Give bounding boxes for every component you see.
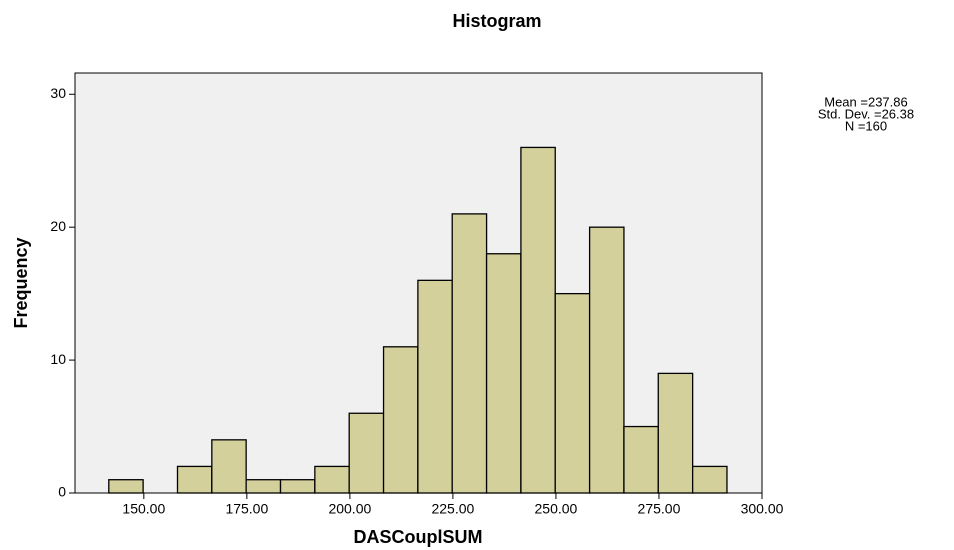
bar bbox=[657, 372, 694, 494]
x-axis-label: DASCouplSUM bbox=[354, 527, 483, 547]
bar bbox=[245, 479, 282, 494]
bar bbox=[588, 226, 625, 494]
x-tick-label: 175.00 bbox=[225, 501, 268, 517]
x-tick-label: 300.00 bbox=[741, 501, 784, 517]
x-tick-label: 225.00 bbox=[431, 501, 474, 517]
bar bbox=[520, 146, 556, 494]
bar bbox=[485, 253, 522, 494]
y-tick-label: 0 bbox=[58, 484, 66, 500]
y-tick-label: 30 bbox=[50, 85, 66, 101]
bar bbox=[417, 279, 453, 494]
stat-text: N =160 bbox=[845, 118, 887, 133]
y-tick-label: 20 bbox=[50, 218, 66, 234]
bar bbox=[382, 346, 419, 494]
y-tick-label: 10 bbox=[50, 351, 66, 367]
bar bbox=[279, 479, 316, 494]
bar bbox=[108, 479, 144, 494]
bar bbox=[623, 425, 659, 494]
stat-text: Std. Dev. =26.38 bbox=[818, 106, 914, 121]
bar bbox=[176, 465, 213, 494]
x-tick-label: 200.00 bbox=[328, 501, 371, 517]
x-tick-label: 150.00 bbox=[122, 501, 165, 517]
bar bbox=[348, 412, 385, 494]
chart-title: Histogram bbox=[452, 11, 541, 31]
bar bbox=[554, 292, 591, 494]
bar bbox=[451, 213, 488, 494]
y-axis-label: Frequency bbox=[11, 237, 31, 328]
x-tick-label: 250.00 bbox=[535, 501, 578, 517]
bar bbox=[314, 465, 350, 494]
bar bbox=[691, 465, 728, 494]
x-tick-label: 275.00 bbox=[638, 501, 681, 517]
stat-text: Mean =237.86 bbox=[824, 94, 907, 109]
bar bbox=[211, 439, 247, 494]
